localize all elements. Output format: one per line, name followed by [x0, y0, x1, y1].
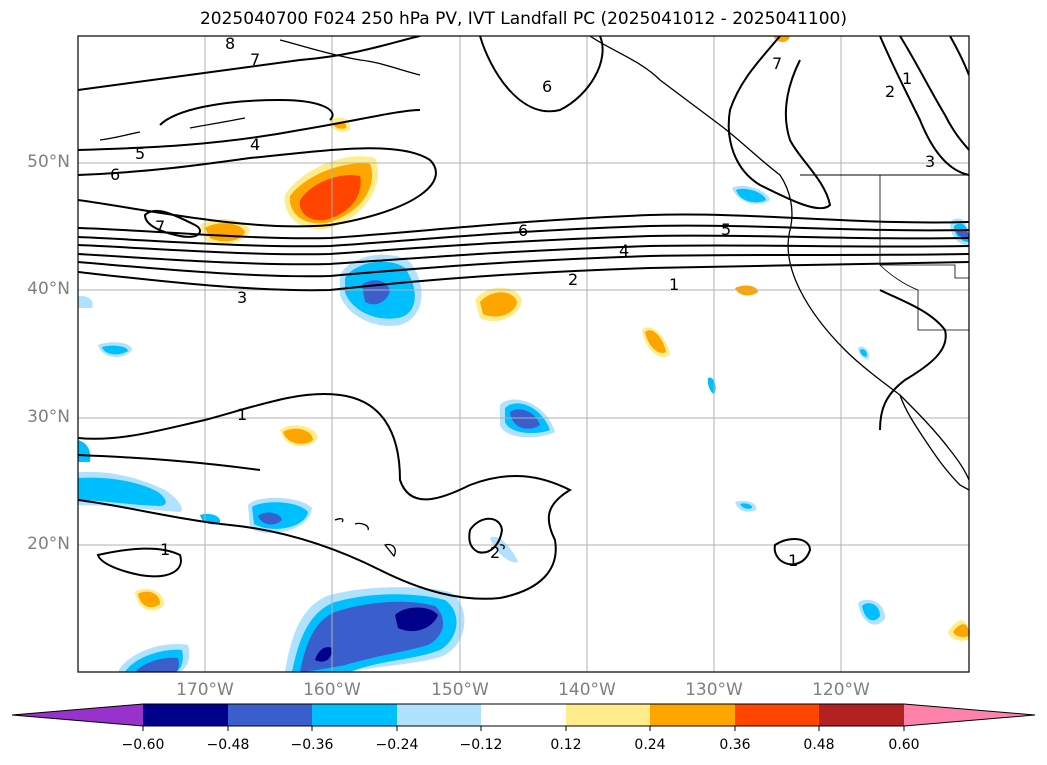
gridlines: [78, 36, 969, 672]
lat-label: 20°N: [27, 534, 70, 554]
lon-label: 130°W: [685, 680, 743, 700]
contour-label: 5: [135, 144, 145, 163]
contour-label: 2: [490, 543, 500, 562]
contour-label: 4: [619, 241, 629, 260]
contour-label: 7: [155, 217, 165, 236]
map-title: 2025040700 F024 250 hPa PV, IVT Landfall…: [199, 9, 847, 29]
pv-contours: [78, 36, 969, 600]
lon-label: 150°W: [431, 680, 489, 700]
colorbar-segment: [735, 704, 819, 726]
contour-label: 8: [225, 34, 235, 53]
contour-label: 4: [250, 135, 260, 154]
colorbar-over-arrow: [904, 704, 1035, 726]
contour-label: 2: [885, 82, 895, 101]
contour-label: 5: [721, 220, 731, 239]
colorbar-tick-label: −0.60: [121, 737, 165, 753]
contour-label: 7: [772, 54, 782, 73]
lat-label: 30°N: [27, 407, 70, 427]
colorbar-tick-label: −0.36: [290, 737, 334, 753]
colorbar-segment: [228, 704, 312, 726]
lon-label: 170°W: [176, 680, 234, 700]
lat-label: 40°N: [27, 279, 70, 299]
lat-label: 50°N: [27, 152, 70, 172]
colorbar-segment: [566, 704, 650, 726]
colorbar-tick-label: 0.60: [888, 737, 920, 753]
colorbar-segment: [143, 704, 228, 726]
contour-labels: 8 7 7 6 5 6 4 7 6 5 4 3 2 1 1 1 2 3 1 1 …: [110, 34, 935, 570]
contour-label: 6: [110, 165, 120, 184]
contour-label: 6: [518, 221, 528, 240]
map-frame: [77, 35, 970, 673]
colorbar-tick-label: 0.12: [550, 737, 582, 753]
colorbar-segment: [312, 704, 397, 726]
colorbar-tick-label: 0.36: [719, 737, 751, 753]
lon-label: 160°W: [303, 680, 361, 700]
lon-label: 120°W: [812, 680, 870, 700]
colorbar: [11, 703, 1036, 731]
contour-label: 1: [160, 540, 170, 559]
contour-label: 3: [925, 152, 935, 171]
colorbar-under-arrow: [12, 704, 143, 726]
colorbar-segment: [481, 704, 566, 726]
colorbar-tick-label: 0.48: [803, 737, 835, 753]
colorbar-segment: [397, 704, 481, 726]
colorbar-segment: [650, 704, 735, 726]
coastlines: [99, 36, 969, 558]
colorbar-segment: [819, 704, 904, 726]
contour-label: 3: [237, 288, 247, 307]
contour-label: 7: [250, 50, 260, 69]
contour-label: 2: [568, 270, 578, 289]
colorbar-tick-label: −0.12: [459, 737, 503, 753]
colorbar-tick-label: −0.24: [375, 737, 419, 753]
pc-shading: [78, 36, 969, 672]
colorbar-tick-label: −0.48: [206, 737, 250, 753]
colorbar-tick-label: 0.24: [634, 737, 666, 753]
contour-label: 1: [669, 275, 679, 294]
contour-label: 1: [788, 551, 798, 570]
lon-label: 140°W: [558, 680, 616, 700]
contour-label: 1: [902, 69, 912, 88]
contour-label: 1: [237, 405, 247, 424]
contour-label: 6: [542, 77, 552, 96]
